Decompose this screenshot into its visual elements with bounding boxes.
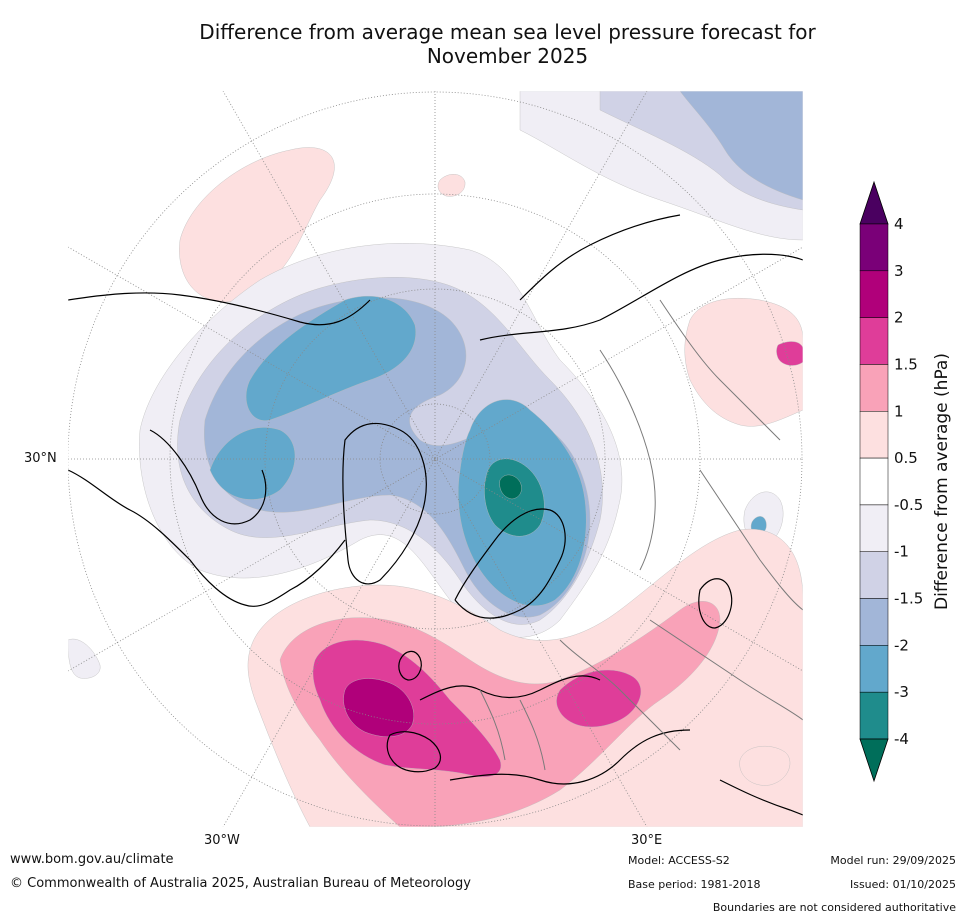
coastlines <box>68 214 803 816</box>
colorbar-tick-label: 1.5 <box>894 355 918 373</box>
field-east-positive-spot <box>739 745 791 786</box>
colorbar-tick-label: 3 <box>894 262 904 280</box>
colorbar-bin <box>859 504 889 552</box>
coastline-europe <box>419 675 601 701</box>
graticule-meridian <box>68 246 803 672</box>
footer-model-run: Model run: 29/09/2025 <box>830 854 956 867</box>
field-canada-negative-2 <box>245 296 416 421</box>
lon-label-30e: 30°E <box>631 833 663 848</box>
field-arctic-positive-spot <box>437 174 466 197</box>
footer-base-period: Base period: 1981-2018 <box>628 878 761 891</box>
graticule-meridian <box>222 91 648 827</box>
colorbar-tick-label: -1.5 <box>894 590 923 608</box>
map-frame <box>67 90 804 828</box>
colorbar-tick-label: -2 <box>894 636 909 654</box>
field-barents-negative-4 <box>499 474 522 500</box>
field-siberia-negative-2 <box>679 91 803 201</box>
colorbar-bin <box>859 317 889 365</box>
colorbar-tick-label: 1 <box>894 402 904 420</box>
lon-label-30w: 30°W <box>204 833 240 848</box>
colorbar-bin <box>859 457 889 506</box>
coastline-caspian <box>698 578 733 629</box>
colorbar-tick-label: -1 <box>894 543 909 561</box>
colorbar-tick-label: -4 <box>894 730 909 748</box>
colorbar-extend-min <box>859 738 889 783</box>
coastline-mediterranean <box>449 729 691 785</box>
footer-model: Model: ACCESS-S2 <box>628 854 730 867</box>
footer-copyright: © Commonwealth of Australia 2025, Austra… <box>10 876 471 891</box>
map-panel <box>68 91 803 827</box>
chart-title: Difference from average mean sea level p… <box>120 20 895 68</box>
lat-label-30n: 30°N <box>24 451 57 466</box>
field-med-positive-15 <box>556 669 641 728</box>
border <box>659 299 781 441</box>
colorbar-tick-label: 2 <box>894 309 904 327</box>
footer-url: www.bom.gov.au/climate <box>10 852 174 867</box>
coastline-iberia <box>386 731 442 773</box>
border <box>479 689 506 761</box>
graticule <box>68 91 803 827</box>
border <box>649 619 803 721</box>
country-borders <box>479 299 803 771</box>
anomaly-fields <box>68 91 803 827</box>
colorbar: 4 3 2 1.5 1 0.5 -0.5 -1 -1.5 -2 -3 -4 Difference fro… <box>859 180 952 783</box>
coastline-uk <box>398 650 422 681</box>
colorbar-bin <box>859 223 889 272</box>
footer-issued: Issued: 01/10/2025 <box>849 878 956 891</box>
field-pacific-negative-spot <box>68 638 101 679</box>
coastline-alaska <box>68 292 371 326</box>
colorbar-bin <box>859 691 889 740</box>
coastline-hudson <box>149 429 267 525</box>
chart-title-line-2: November 2025 <box>426 44 589 68</box>
colorbar-bin <box>859 364 889 412</box>
field-atlantic-positive-2 <box>343 678 414 737</box>
coastline-siberia-north <box>519 214 681 301</box>
colorbar-tick-label: -3 <box>894 683 909 701</box>
coastline-siberia <box>479 253 803 341</box>
coastline-asia-east <box>719 779 803 816</box>
border <box>699 469 803 611</box>
field-asia-positive-15 <box>776 341 803 366</box>
colorbar-bin <box>859 645 889 693</box>
graticule-meridian <box>68 246 803 672</box>
colorbar-bin <box>859 551 889 599</box>
colorbar-bin <box>859 598 889 646</box>
border <box>599 349 656 571</box>
graticule-meridian <box>222 91 648 827</box>
border <box>559 639 681 751</box>
colorbar-label: Difference from average (hPa) <box>932 353 952 610</box>
colorbar-tick-label: -0.5 <box>894 496 923 514</box>
colorbar-bin <box>859 411 889 459</box>
border <box>519 699 546 771</box>
colorbar-extend-max <box>859 180 889 225</box>
field-asia-positive-05 <box>684 298 803 427</box>
colorbar-tick-label: 0.5 <box>894 449 918 467</box>
coastline-scandinavia <box>454 508 566 619</box>
field-canada-negative-2b <box>209 427 296 500</box>
coastline-north-america <box>68 469 346 607</box>
footer-disclaimer: Boundaries are not considered authoritat… <box>712 901 956 914</box>
chart-title-line-1: Difference from average mean sea level p… <box>199 20 816 44</box>
colorbar-tick-label: 4 <box>894 215 904 233</box>
coastline-greenland <box>342 422 427 585</box>
colorbar-bin <box>859 270 889 318</box>
